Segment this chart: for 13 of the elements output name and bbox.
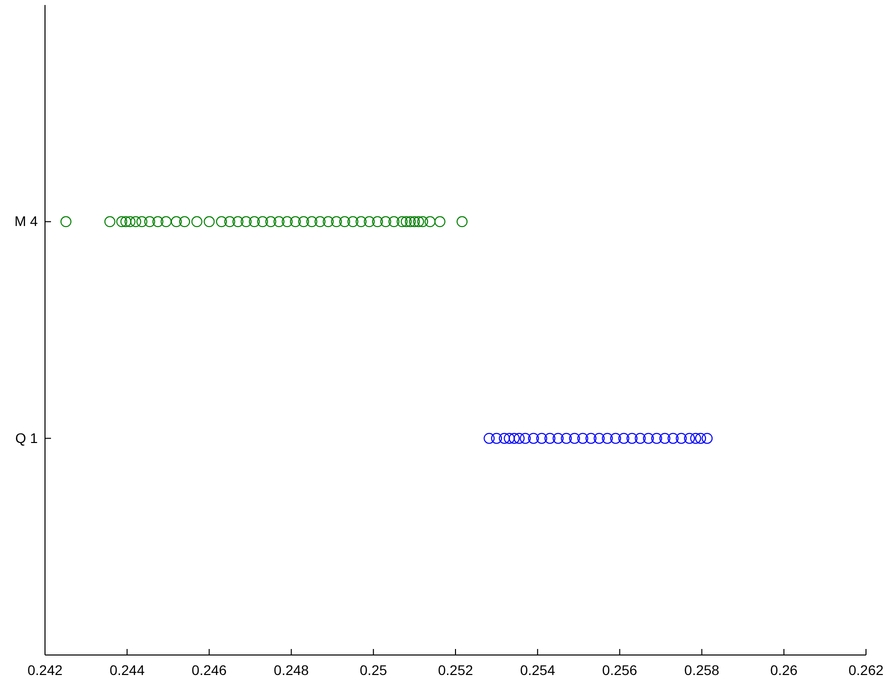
x-tick-label: 0.258 — [684, 662, 720, 678]
x-tick-label: 0.256 — [602, 662, 638, 678]
x-tick-label: 0.26 — [770, 662, 798, 678]
x-tick-label: 0.252 — [438, 662, 474, 678]
y-tick-label: M 4 — [14, 213, 38, 230]
x-tick-label: 0.25 — [360, 662, 388, 678]
y-tick-label: Q 1 — [15, 430, 38, 446]
x-tick-label: 0.248 — [274, 662, 310, 678]
x-tick-label: 0.262 — [848, 662, 884, 678]
x-tick-label: 0.246 — [192, 662, 227, 678]
x-tick-label: 0.244 — [110, 662, 145, 678]
x-tick-label: 0.242 — [27, 662, 63, 678]
x-tick-label: 0.254 — [520, 662, 556, 678]
